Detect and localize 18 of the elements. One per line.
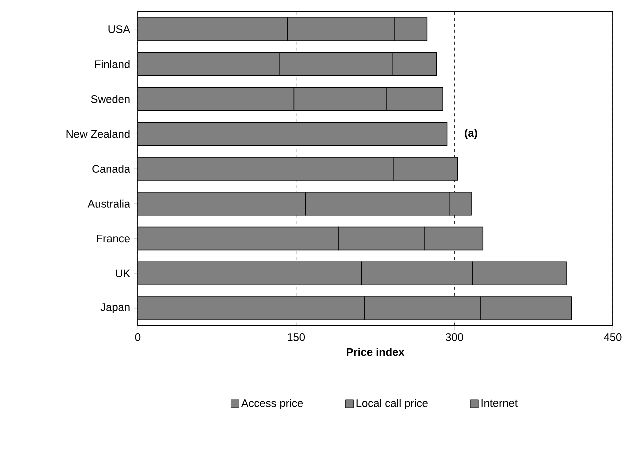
legend-label: Access price (241, 399, 304, 410)
y-tick-label: UK (116, 270, 130, 278)
annotation: (a) (465, 129, 478, 140)
x-tick-label: 150 (288, 334, 306, 342)
legend-label: Local call price (356, 399, 428, 410)
y-tick-label: Finland (95, 60, 130, 68)
legend-label: Internet (482, 399, 518, 408)
x-axis-title: Price index (347, 348, 405, 356)
y-tick-label: Japan (100, 304, 130, 314)
y-tick-label: Australia (88, 200, 130, 208)
x-tick-label: 450 (604, 334, 622, 342)
y-tick-label: France (97, 234, 130, 243)
y-tick-label: New Zealand (66, 130, 130, 138)
y-tick-label: Sweden (91, 95, 130, 104)
y-tick-label: Canada (92, 164, 130, 174)
x-tick-label: 300 (446, 334, 464, 342)
x-tick-label: 0 (135, 334, 141, 342)
y-tick-label: USA (108, 26, 130, 34)
